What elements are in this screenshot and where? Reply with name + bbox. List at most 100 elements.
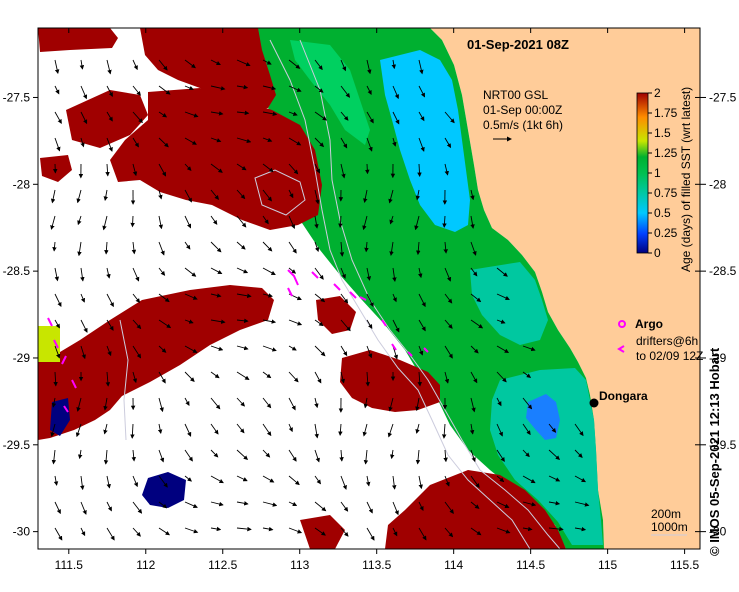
current-arrow	[262, 163, 274, 173]
current-arrow	[288, 59, 301, 69]
current-arrow	[262, 59, 272, 65]
current-arrow	[574, 423, 584, 437]
current-arrow	[77, 449, 83, 460]
current-arrow	[548, 475, 561, 482]
colorbar-ramp	[636, 92, 649, 254]
current-arrow	[392, 137, 397, 147]
current-arrow	[132, 163, 138, 177]
current-arrow	[548, 501, 561, 506]
current-arrow	[522, 345, 536, 352]
current-arrow	[392, 111, 400, 125]
current-arrow	[236, 215, 247, 228]
current-arrow	[54, 501, 61, 515]
current-arrow	[288, 423, 293, 433]
x-tick-label: 111.5	[55, 558, 84, 572]
x-tick-label: 114	[444, 558, 463, 572]
current-arrow	[80, 475, 85, 491]
current-arrow	[210, 475, 224, 484]
current-arrow	[210, 85, 226, 91]
current-arrow	[158, 319, 172, 329]
current-arrow	[470, 215, 475, 229]
current-arrow	[210, 423, 219, 435]
current-arrow	[132, 111, 143, 124]
current-arrow	[262, 397, 272, 409]
current-arrow	[184, 397, 190, 406]
isobath-legend-200m: 200m	[651, 507, 681, 521]
current-arrow	[158, 527, 170, 536]
current-arrow	[288, 449, 297, 462]
current-arrow	[52, 241, 57, 252]
current-arrow	[314, 137, 325, 148]
current-arrow	[288, 527, 303, 534]
current-arrow	[362, 423, 368, 437]
current-arrow	[210, 59, 221, 66]
current-arrow	[184, 319, 194, 324]
current-arrow	[416, 241, 421, 256]
current-arrow	[340, 59, 347, 72]
current-arrow	[184, 475, 193, 482]
current-arrow	[75, 423, 82, 438]
current-arrow	[314, 85, 324, 93]
current-arrow	[392, 267, 397, 282]
current-arrow	[262, 267, 276, 275]
current-arrow	[262, 423, 272, 437]
current-arrow	[236, 397, 246, 407]
current-arrow	[104, 241, 109, 255]
current-arrow	[80, 111, 88, 125]
current-arrow	[102, 215, 108, 231]
current-arrow	[340, 267, 346, 279]
current-arrow	[496, 293, 510, 301]
velocity-product: NRT00 GSL	[483, 88, 548, 102]
current-arrow	[184, 137, 197, 145]
current-arrow	[522, 475, 536, 484]
current-arrow	[548, 526, 564, 532]
current-arrow	[288, 189, 294, 199]
current-arrow	[54, 267, 60, 282]
current-arrow	[262, 189, 272, 202]
current-arrow	[262, 293, 273, 298]
current-arrow	[340, 137, 348, 149]
current-arrow	[53, 371, 58, 387]
current-arrow	[340, 111, 349, 121]
current-arrow	[158, 59, 168, 71]
y-tick-label: -28	[13, 177, 31, 191]
current-arrow	[442, 215, 447, 228]
sst-teal-patch-1	[470, 262, 548, 345]
current-arrow	[365, 475, 371, 487]
current-arrow	[574, 449, 583, 458]
velocity-legend: NRT00 GSL 01-Sep 00:00Z 0.5m/s (1kt 6h)	[483, 88, 563, 142]
current-arrow	[418, 85, 425, 98]
colorbar-tick-label: 0	[654, 246, 661, 260]
current-arrow	[444, 163, 449, 176]
y-tick-label: -29.5	[3, 438, 31, 452]
current-arrow	[414, 215, 420, 231]
current-arrow	[236, 526, 252, 532]
colorbar: 2 1.75 1.5 1.25 1 0.75 0.5 0.25 0 Age (days) of …	[636, 86, 693, 272]
current-arrow	[210, 293, 222, 298]
current-arrow	[496, 449, 505, 462]
current-arrow	[314, 397, 319, 409]
current-arrow	[132, 345, 142, 359]
drifter-track	[61, 355, 67, 365]
current-arrow	[288, 319, 303, 326]
current-arrow	[470, 397, 476, 413]
current-arrow	[366, 345, 373, 359]
current-arrow	[236, 475, 248, 482]
current-arrow	[262, 319, 277, 324]
current-arrow	[131, 449, 136, 462]
sst-teal-patch-2	[490, 368, 603, 545]
current-arrow	[366, 293, 374, 308]
x-tick-label: 112	[136, 558, 155, 572]
current-arrow	[106, 111, 113, 122]
current-arrow	[418, 137, 425, 152]
current-arrow	[184, 527, 199, 534]
current-arrow	[236, 318, 249, 323]
current-arrow	[444, 475, 450, 487]
y-tick-label-right: -29	[709, 351, 727, 365]
current-arrow	[418, 345, 424, 356]
current-arrow	[314, 241, 320, 253]
current-arrow	[388, 189, 394, 204]
x-tick-label: 114.5	[516, 558, 545, 572]
current-arrow	[288, 267, 297, 274]
current-arrow	[262, 475, 275, 483]
